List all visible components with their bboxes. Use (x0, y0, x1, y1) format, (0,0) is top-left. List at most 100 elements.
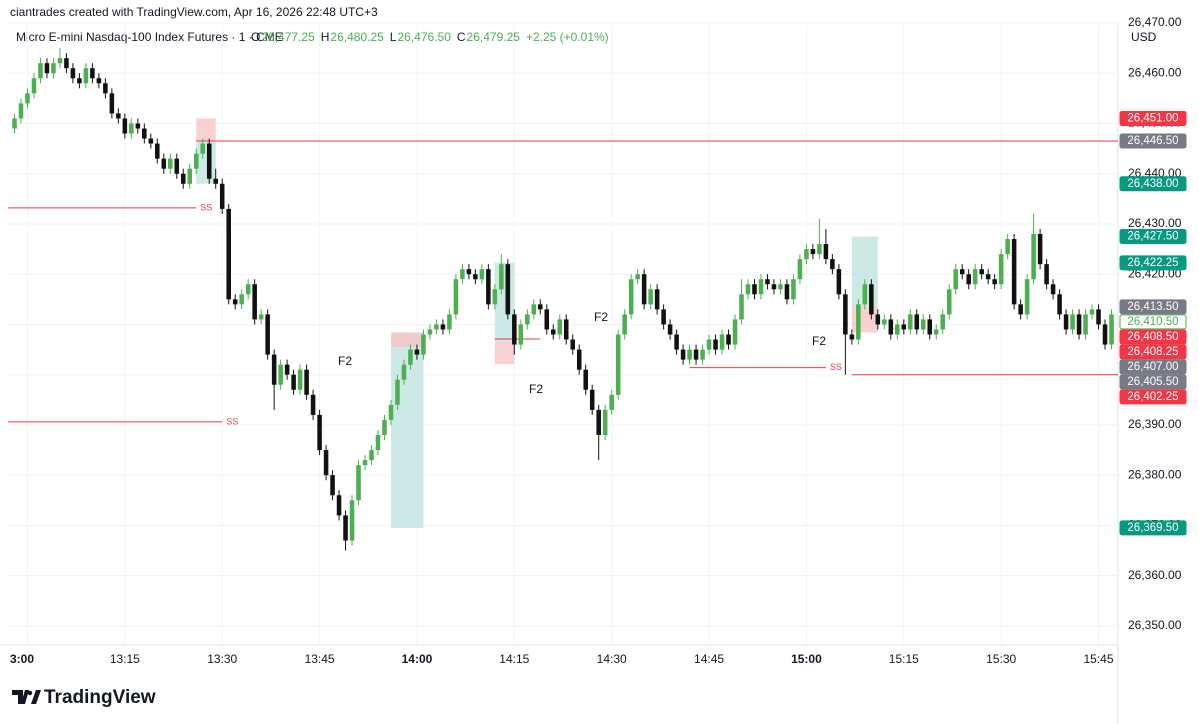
candle-body (882, 319, 887, 325)
price-tag (1119, 299, 1187, 315)
candle-body (317, 414, 322, 451)
price-tag-label: 26,408.50 (1127, 331, 1178, 343)
candle-body (602, 409, 608, 435)
candle-body (421, 334, 426, 355)
candle-body (1083, 314, 1088, 335)
candle-body (687, 349, 692, 360)
price-tag-label: 26,451.00 (1127, 112, 1178, 124)
candle-body (693, 349, 699, 360)
candle-body (116, 113, 121, 119)
candle-body (512, 314, 517, 345)
candle-body (453, 279, 459, 315)
price-tag-label: 26,446.50 (1127, 135, 1178, 147)
candle-body (174, 158, 180, 174)
candle-body (466, 269, 472, 275)
ohlc-key: L (390, 30, 397, 44)
candle-body (343, 515, 348, 541)
candle-body (77, 78, 82, 84)
price-tag (1119, 176, 1187, 192)
y-tick-label: 26,390.00 (1128, 417, 1182, 431)
price-tag-label: 26,422.25 (1127, 257, 1178, 269)
candle-body (648, 289, 653, 305)
x-tick-label: 13:45 (305, 652, 335, 666)
candle-body (362, 460, 368, 466)
price-tag (1119, 314, 1187, 330)
candle-body (304, 369, 309, 395)
currency: USD (1131, 30, 1157, 44)
candle-body (213, 178, 218, 184)
candle-body (187, 168, 193, 184)
candle-body (674, 334, 679, 350)
candle-body (622, 314, 627, 335)
candle-body (479, 269, 485, 280)
candle-body (758, 279, 764, 295)
candle-body (1050, 284, 1056, 295)
candle-body (434, 324, 439, 330)
x-tick-label: 15:15 (889, 652, 919, 666)
logo-text: TradingView (44, 687, 156, 708)
candle-body (226, 208, 231, 300)
candle-body (129, 123, 134, 134)
candle-body (90, 68, 95, 79)
candle-body (817, 244, 822, 255)
candle-body (375, 434, 381, 451)
candle-body (615, 334, 621, 395)
candle-body (31, 78, 37, 94)
candle-body (1070, 314, 1075, 330)
candle-body (395, 379, 400, 405)
candle-body (505, 264, 511, 315)
x-tick-label: 15:45 (1084, 652, 1114, 666)
change: +2.25 (+0.01%) (526, 30, 609, 44)
candle-body (1102, 324, 1108, 345)
candle-body (875, 314, 881, 325)
ohlc-key: H (321, 30, 330, 44)
candle-body (940, 314, 946, 330)
logo (12, 690, 41, 704)
candle-body (706, 339, 712, 350)
candle-body (44, 63, 50, 74)
candle-body (369, 450, 374, 461)
candle-body (18, 103, 24, 119)
candle-body (771, 284, 777, 290)
candle-body (64, 58, 69, 69)
candle-body (1089, 309, 1095, 315)
candle-body (901, 324, 907, 330)
level-label: SS (200, 202, 212, 212)
candle-body (193, 153, 199, 169)
candle-body (271, 354, 277, 385)
candle-body (103, 83, 108, 94)
candle-body (135, 123, 141, 129)
candle-body (492, 289, 498, 305)
candle-body (70, 68, 76, 79)
ohlc-key: O (251, 30, 260, 44)
candle-body (589, 389, 595, 410)
candle-body (752, 284, 757, 295)
candle-body (979, 269, 984, 275)
candle-body (661, 309, 666, 325)
candle-body (583, 369, 588, 390)
ohlc-value: 26,480.25 (330, 30, 384, 44)
candle-body (869, 284, 874, 315)
candle-body (1076, 314, 1082, 335)
price-tag-label: 26,402.25 (1127, 391, 1178, 403)
price-tag (1119, 229, 1187, 245)
candle-body (1031, 234, 1036, 280)
symbol: Micro E-mini Nasdaq-100 Index Futures · … (16, 30, 283, 44)
candle-body (719, 334, 725, 350)
x-tick-label: 15:00 (791, 652, 822, 666)
candle-body (920, 319, 926, 330)
ohlc-key: C (457, 30, 466, 44)
candle-body (563, 319, 569, 340)
annotation: F2 (529, 382, 543, 396)
candle-body (726, 334, 731, 345)
candle-body (914, 314, 920, 330)
candle-body (245, 284, 251, 295)
ohlc-value: 26,477.25 (261, 30, 315, 44)
candle-body (576, 349, 582, 370)
x-tick-label: 13:30 (207, 652, 237, 666)
candle-body (414, 349, 420, 355)
x-tick-label: 13:15 (110, 652, 140, 666)
candle-body (778, 284, 783, 290)
candle-body (992, 279, 997, 285)
